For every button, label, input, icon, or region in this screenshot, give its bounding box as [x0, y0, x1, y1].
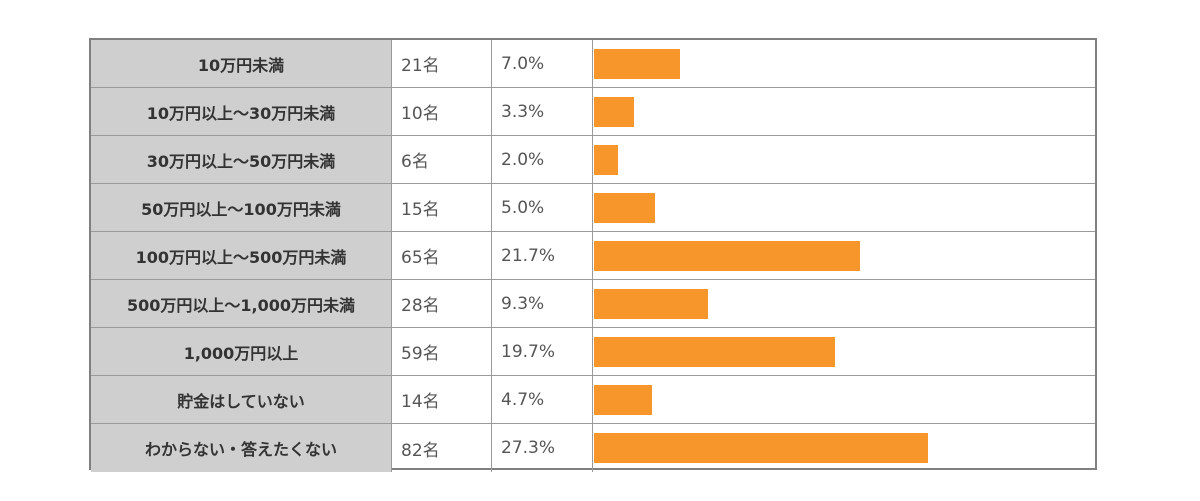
table-row: わからない・答えたくない 82名 27.3%: [91, 424, 1095, 472]
table-row: 10万円以上～30万円未満 10名 3.3%: [91, 88, 1095, 136]
category-label: 1,000万円以上: [91, 328, 392, 375]
table-row: 30万円以上～50万円未満 6名 2.0%: [91, 136, 1095, 184]
percent-value: 5.0%: [492, 184, 593, 231]
percent-bar: [594, 144, 619, 175]
bar-cell: [593, 40, 1095, 87]
percent-value: 19.7%: [492, 328, 593, 375]
bar-cell: [593, 376, 1095, 423]
bar-cell: [593, 184, 1095, 231]
count-value: 82名: [392, 424, 492, 472]
table-row: 500万円以上～1,000万円未満 28名 9.3%: [91, 280, 1095, 328]
percent-bar: [594, 288, 708, 319]
bar-cell: [593, 280, 1095, 327]
percent-value: 3.3%: [492, 88, 593, 135]
percent-value: 27.3%: [492, 424, 593, 472]
percent-bar: [594, 96, 635, 127]
savings-table: 10万円未満 21名 7.0% 10万円以上～30万円未満 10名 3.3% 30万円以上～…: [89, 38, 1097, 472]
count-value: 21名: [392, 40, 492, 87]
bar-cell: [593, 88, 1095, 135]
category-label: 500万円以上～1,000万円未満: [91, 280, 392, 327]
category-label: 貯金はしていない: [91, 376, 392, 423]
table-row: 100万円以上～500万円未満 65名 21.7%: [91, 232, 1095, 280]
category-label: わからない・答えたくない: [91, 424, 392, 472]
table-row: 貯金はしていない 14名 4.7%: [91, 376, 1095, 424]
table-row: 1,000万円以上 59名 19.7%: [91, 328, 1095, 376]
category-label: 10万円以上～30万円未満: [91, 88, 392, 135]
count-value: 14名: [392, 376, 492, 423]
percent-bar: [594, 432, 929, 463]
category-label: 50万円以上～100万円未満: [91, 184, 392, 231]
percent-bar: [594, 48, 680, 79]
percent-value: 9.3%: [492, 280, 593, 327]
count-value: 10名: [392, 88, 492, 135]
percent-bar: [594, 384, 652, 415]
category-label: 30万円以上～50万円未満: [91, 136, 392, 183]
percent-bar: [594, 192, 656, 223]
count-value: 59名: [392, 328, 492, 375]
count-value: 65名: [392, 232, 492, 279]
percent-bar: [594, 336, 836, 367]
table-row: 50万円以上～100万円未満 15名 5.0%: [91, 184, 1095, 232]
bar-cell: [593, 136, 1095, 183]
category-label: 10万円未満: [91, 40, 392, 87]
percent-value: 4.7%: [492, 376, 593, 423]
table-row: 10万円未満 21名 7.0%: [91, 40, 1095, 88]
category-label: 100万円以上～500万円未満: [91, 232, 392, 279]
count-value: 28名: [392, 280, 492, 327]
bar-cell: [593, 328, 1095, 375]
count-value: 15名: [392, 184, 492, 231]
percent-value: 7.0%: [492, 40, 593, 87]
percent-value: 2.0%: [492, 136, 593, 183]
percent-bar: [594, 240, 860, 271]
bar-cell: [593, 232, 1095, 279]
bar-cell: [593, 424, 1095, 472]
count-value: 6名: [392, 136, 492, 183]
percent-value: 21.7%: [492, 232, 593, 279]
